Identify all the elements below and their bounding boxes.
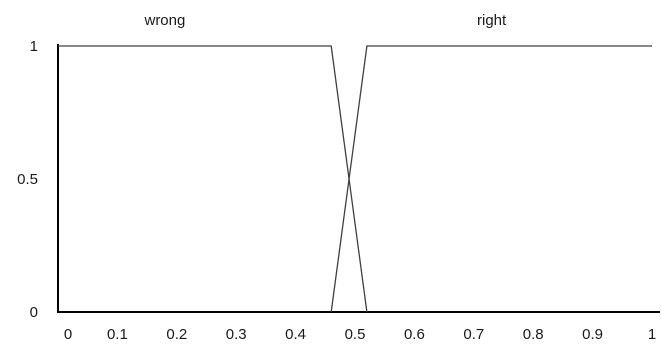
x-tick-label: 0 xyxy=(64,326,72,343)
axes xyxy=(57,44,660,313)
series-line-wrong xyxy=(58,45,368,313)
series-label-wrong: wrong xyxy=(143,12,185,29)
x-tick-label: 0.1 xyxy=(107,326,128,343)
x-tick-label: 0.2 xyxy=(166,326,187,343)
series-labels: wrong right xyxy=(143,12,507,29)
series-label-right: right xyxy=(477,12,507,29)
tick-labels: 0 0.1 0.2 0.3 0.4 0.5 0.6 0.7 0.8 0.9 1 0 0.5 1 xyxy=(17,38,656,343)
y-tick-label: 1 xyxy=(30,38,38,55)
series-lines xyxy=(58,45,652,313)
y-tick-label: 0.5 xyxy=(17,171,38,188)
x-tick-label: 1 xyxy=(648,326,656,343)
x-tick-label: 0.8 xyxy=(523,326,544,343)
y-tick-label: 0 xyxy=(30,304,38,321)
x-tick-label: 0.3 xyxy=(226,326,247,343)
x-tick-label: 0.9 xyxy=(582,326,603,343)
x-tick-label: 0.6 xyxy=(404,326,425,343)
series-line-right xyxy=(330,45,652,313)
x-tick-label: 0.4 xyxy=(285,326,306,343)
x-tick-label: 0.5 xyxy=(345,326,366,343)
x-tick-label: 0.7 xyxy=(463,326,484,343)
